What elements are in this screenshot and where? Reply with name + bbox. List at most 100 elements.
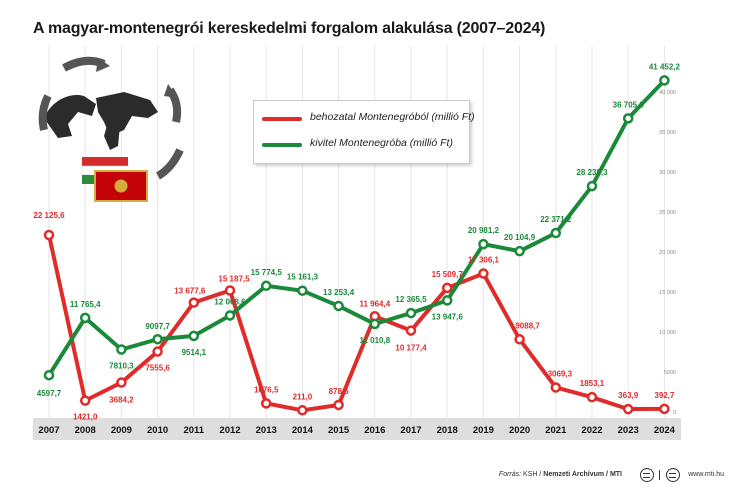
circular-arrow-bottom-icon [155,148,184,180]
import-point-2014 [297,405,308,416]
import-point-2021 [550,382,562,393]
import-label-2008: 1421,0 [73,413,98,422]
export-point-2009 [116,344,127,355]
x-tick-label-2022: 2022 [581,425,602,436]
legend-label-export: kivitel Montenegróba (millió Ft) [310,137,453,149]
y-tick-label-20000: 20 000 [659,250,676,256]
mti-logo-icon [640,468,654,482]
series-line-export [47,78,667,378]
arrowhead-top-icon [96,58,110,72]
x-tick-label-2015: 2015 [328,425,350,436]
x-tick-label-2018: 2018 [437,425,458,436]
y-tick-label-15000: 15 000 [659,290,676,296]
export-point-2007 [43,369,55,381]
export-point-2019 [478,238,489,250]
export-label-2019: 20 981,2 [468,226,500,235]
y-tick-label-0: 0 [673,410,676,416]
import-point-2017 [405,325,417,336]
import-point-2007 [43,229,55,241]
import-label-2023: 363,9 [618,391,639,400]
x-tick-label-2019: 2019 [473,425,494,436]
hungary-flag-red-stripe [82,157,128,166]
export-label-2023: 36 705,9 [613,100,645,109]
import-point-2022 [586,391,598,403]
import-point-2019 [478,268,489,279]
x-tick-label-2008: 2008 [75,425,96,436]
import-label-2015: 878,5 [329,387,350,396]
export-label-2021: 22 371,2 [540,215,572,224]
export-point-2011 [188,330,200,342]
source-ksh: KSH [523,471,538,478]
x-axis-band-bg [33,418,681,440]
x-tick-label-2013: 2013 [256,425,277,436]
y-tick-label-30000: 30 000 [659,170,676,176]
x-tick-label-2016: 2016 [364,425,385,436]
import-point-2015 [333,399,344,411]
export-label-2009: 7810,3 [109,362,134,371]
legend-swatch-export [262,143,302,147]
import-label-2009: 3684,2 [109,396,134,405]
export-label-2011: 9514,1 [182,348,207,357]
export-label-2014: 15 161,3 [287,273,319,282]
series-line-import [47,232,667,413]
import-label-2016: 11 964,4 [359,299,390,308]
import-label-2019: 17 306,1 [468,256,500,265]
import-label-2017: 10 177,4 [395,344,427,353]
y-tick-label-35000: 35 000 [659,130,676,136]
export-label-2013: 15 774,5 [251,268,283,277]
y-tick-label-10000: 10 000 [659,330,676,336]
x-tick-label-2011: 2011 [183,425,204,436]
x-tick-label-2021: 2021 [545,425,567,436]
y-tick-label-5000: 5000 [664,370,676,376]
import-label-2013: 1076,5 [254,385,279,394]
website-link[interactable]: www.mti.hu [688,471,724,478]
x-tick-label-2023: 2023 [618,425,639,436]
x-tick-label-2017: 2017 [400,425,421,436]
circular-arrow-left-icon [38,94,52,131]
import-label-2022: 1853,1 [580,379,605,388]
export-point-2018 [441,295,453,306]
export-point-2024 [659,75,670,86]
import-label-2007: 22 125,6 [33,211,65,220]
export-point-2022 [586,180,598,192]
import-point-2011 [188,297,200,308]
export-point-2013 [260,280,272,292]
export-label-2015: 13 253,4 [323,288,355,297]
import-point-2018 [441,282,453,294]
x-tick-label-2009: 2009 [111,425,132,436]
chart-title: A magyar-montenegrói kereskedelmi forgal… [33,20,546,37]
continent-americas-icon [44,94,96,138]
y-tick-label-40000: 40 000 [659,90,676,96]
import-label-2014: 211,0 [293,392,313,401]
y-axis-ticks: 0 5000 10 000 15 000 20 000 25 000 30 000 35 00… [659,90,676,416]
export-label-2024: 41 452,2 [649,62,681,71]
x-axis-ticks: 2007 2008 2009 2010 2011 2012 2013 2014 2015 2016… [38,425,675,436]
export-label-2012: 12 068,6 [214,297,246,306]
continent-eurasia-icon [96,92,158,136]
export-label-2007: 4597,7 [37,389,62,398]
import-point-2012 [224,285,236,296]
import-point-2023 [622,403,634,415]
source-prefix: Forrás: [498,471,522,478]
export-label-2022: 28 239,3 [576,168,608,177]
import-point-2013 [260,398,272,409]
import-label-2011: 13 677,6 [174,287,206,296]
export-point-2012 [224,310,236,321]
montenegro-coat-of-arms-icon [114,179,128,193]
source-archive: Nemzeti Archívum / MTI [543,471,622,478]
x-tick-label-2007: 2007 [38,425,59,436]
import-label-2024: 392,7 [654,391,675,400]
line-chart: 0 5000 10 000 15 000 20 000 25 000 30 000 35 00… [33,46,681,440]
import-label-2021: 3069,3 [548,369,573,378]
x-tick-label-2020: 2020 [509,425,530,436]
export-point-2010 [152,333,163,345]
import-point-2024 [659,403,670,415]
legend-label-import: behozatal Montenegróból (millió Ft) [310,111,475,123]
import-label-2018: 15 509,7 [432,270,464,279]
export-point-2014 [297,285,308,296]
export-label-2017: 12 365,5 [395,295,427,304]
export-point-2008 [79,312,91,324]
import-label-2010: 7555,6 [145,364,170,373]
export-label-2020: 20 104,9 [504,233,536,242]
import-point-2020 [514,334,525,345]
